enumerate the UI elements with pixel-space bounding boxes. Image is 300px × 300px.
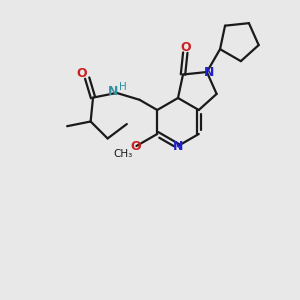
Text: N: N [108, 85, 119, 98]
Text: H: H [119, 82, 126, 92]
Text: CH₃: CH₃ [113, 149, 132, 159]
Text: O: O [77, 67, 88, 80]
Text: O: O [180, 41, 190, 54]
Text: O: O [130, 140, 141, 154]
Text: N: N [204, 65, 214, 79]
Text: N: N [173, 140, 183, 154]
